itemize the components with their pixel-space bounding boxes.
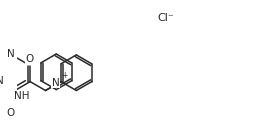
Text: +: + <box>61 71 68 80</box>
Text: N: N <box>7 48 14 58</box>
Text: O: O <box>25 54 33 64</box>
Text: NH: NH <box>14 91 29 101</box>
Text: Cl⁻: Cl⁻ <box>157 13 174 23</box>
Text: N: N <box>52 78 60 88</box>
Text: N: N <box>0 76 3 86</box>
Text: O: O <box>6 108 14 118</box>
